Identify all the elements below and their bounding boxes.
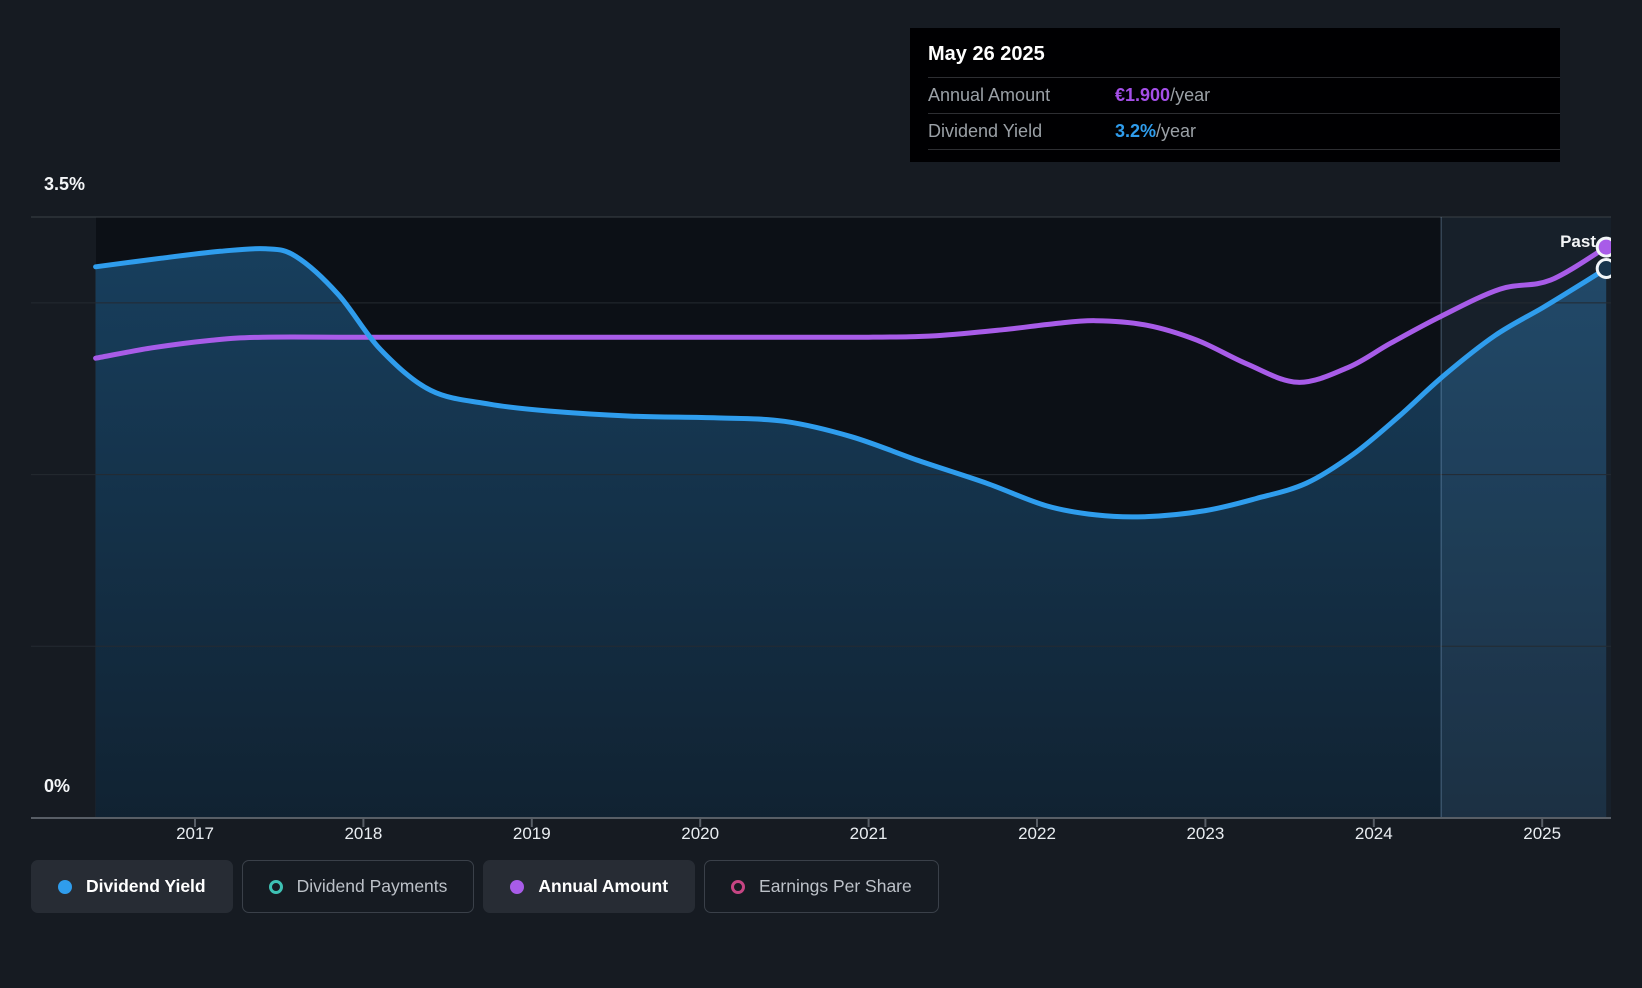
tooltip-row-value: 3.2% xyxy=(1115,121,1157,141)
tooltip-rows: Annual Amount €1.900/year Dividend Yield 3.… xyxy=(910,77,1560,150)
legend-label: Annual Amount xyxy=(538,876,669,896)
legend-toggle-dividend-payments[interactable]: Dividend Payments xyxy=(241,860,475,913)
earnings-per-share-marker-icon xyxy=(731,879,746,894)
chart-tooltip: May 26 2025 Annual Amount €1.900/year Divi… xyxy=(910,28,1560,162)
legend-toggle-annual-amount[interactable]: Annual Amount xyxy=(483,860,696,913)
tooltip-row-suffix: /year xyxy=(1170,85,1211,105)
y-axis-label-zero: 0% xyxy=(44,776,71,796)
legend-label: Dividend Payments xyxy=(296,876,448,896)
x-axis-label-2017: 2017 xyxy=(176,824,214,843)
tooltip-row-annual-amount: Annual Amount €1.900/year xyxy=(928,77,1560,113)
legend-label: Dividend Yield xyxy=(86,876,206,896)
tooltip-date: May 26 2025 xyxy=(928,43,1045,65)
past-region xyxy=(1441,217,1611,818)
legend: Dividend Yield Dividend Payments Annual Am… xyxy=(31,860,939,913)
x-axis-label-2020: 2020 xyxy=(681,824,720,843)
x-axis-label-2023: 2023 xyxy=(1186,824,1225,843)
legend-toggle-dividend-yield[interactable]: Dividend Yield xyxy=(31,860,233,913)
tooltip-row-value: €1.900 xyxy=(1115,85,1171,105)
dividend-yield-area xyxy=(95,248,1607,818)
annual-amount-marker-icon xyxy=(510,879,525,894)
tooltip-row-label: Annual Amount xyxy=(928,85,1051,105)
x-axis-label-2019: 2019 xyxy=(512,824,551,843)
annual-amount-end-dot xyxy=(1595,236,1611,258)
tooltip-row-dividend-yield: Dividend Yield 3.2%/year xyxy=(928,113,1560,150)
dividend-yield-line xyxy=(93,246,1609,520)
legend-label: Earnings Per Share xyxy=(759,876,912,896)
tooltip-row-suffix: /year xyxy=(1156,121,1197,141)
past-region-label: Past xyxy=(1560,232,1596,251)
x-axis-label-2018: 2018 xyxy=(344,824,383,843)
x-axis-label-2024: 2024 xyxy=(1354,824,1393,843)
dividend-yield-marker-icon xyxy=(58,879,72,894)
x-axis-label-2022: 2022 xyxy=(1018,824,1056,843)
y-axis-label-top: 3.5% xyxy=(44,174,86,194)
tooltip-row-label: Dividend Yield xyxy=(928,121,1043,141)
annual-amount-line xyxy=(93,244,1609,385)
legend-toggle-earnings-per-share[interactable]: Earnings Per Share xyxy=(704,860,939,913)
dividend-yield-end-dot xyxy=(1595,258,1611,279)
dividend-payments-marker-icon xyxy=(268,879,283,894)
x-axis-label-2025: 2025 xyxy=(1523,824,1562,843)
x-axis-label-2021: 2021 xyxy=(849,824,888,843)
